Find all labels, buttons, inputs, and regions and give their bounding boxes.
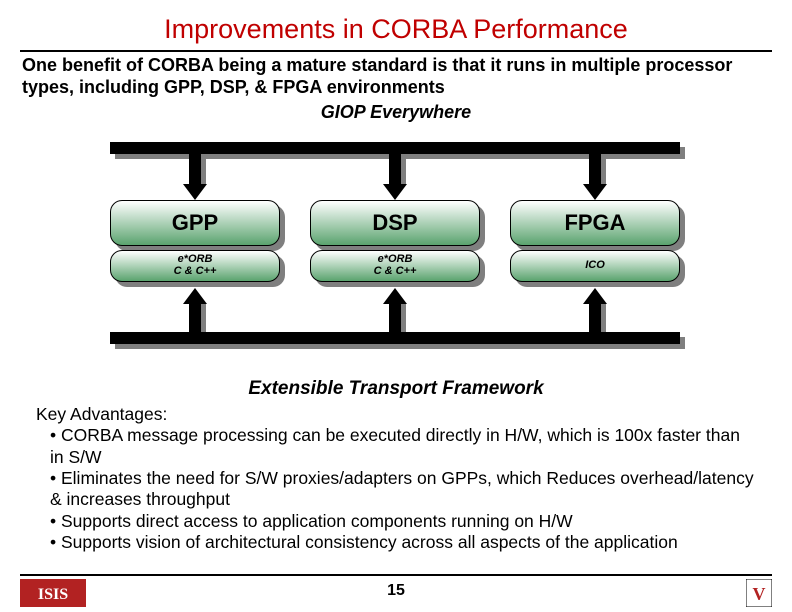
node-fpga-sub: ICO (510, 250, 680, 282)
node-dsp-sub: e*ORB C & C++ (310, 250, 480, 282)
node-gpp-sub: e*ORB C & C++ (110, 250, 280, 282)
node-dsp-sub-label: e*ORB C & C++ (374, 254, 417, 277)
down-arrowhead-3 (583, 184, 607, 200)
up-arrowhead-3 (583, 288, 607, 304)
slide-title: Improvements in CORBA Performance (0, 14, 792, 45)
key-point: Eliminates the need for S/W proxies/adap… (50, 468, 756, 511)
key-advantages: Key Advantages: CORBA message processing… (36, 404, 756, 553)
giop-caption: GIOP Everywhere (22, 102, 770, 123)
up-arrowhead-1 (183, 288, 207, 304)
up-stub-3 (589, 304, 601, 332)
down-stub-1 (189, 154, 201, 184)
slide: Improvements in CORBA Performance One be… (0, 0, 792, 612)
node-fpga-title: FPGA (510, 200, 680, 246)
subtitle: One benefit of CORBA being a mature stan… (22, 55, 770, 98)
footer-rule (20, 574, 772, 576)
key-point: CORBA message processing can be executed… (50, 425, 756, 468)
diagram: GPP e*ORB C & C++ DSP e*ORB C & C++ FPGA… (80, 130, 712, 368)
down-arrowhead-1 (183, 184, 207, 200)
page-number: 15 (0, 582, 792, 600)
etf-caption: Extensible Transport Framework (22, 378, 770, 400)
down-stub-3 (589, 154, 601, 184)
node-gpp-title: GPP (110, 200, 280, 246)
bus-top (110, 142, 680, 154)
key-point: Supports direct access to application co… (50, 511, 756, 532)
key-advantages-heading: Key Advantages: (36, 404, 756, 425)
bus-bottom (110, 332, 680, 344)
up-arrowhead-2 (383, 288, 407, 304)
node-dsp-title: DSP (310, 200, 480, 246)
down-arrowhead-2 (383, 184, 407, 200)
down-stub-2 (389, 154, 401, 184)
node-fpga-sub-label: ICO (585, 260, 605, 272)
key-point: Supports vision of architectural consist… (50, 532, 756, 553)
title-rule (20, 50, 772, 52)
up-stub-1 (189, 304, 201, 332)
node-gpp-sub-label: e*ORB C & C++ (174, 254, 217, 277)
up-stub-2 (389, 304, 401, 332)
